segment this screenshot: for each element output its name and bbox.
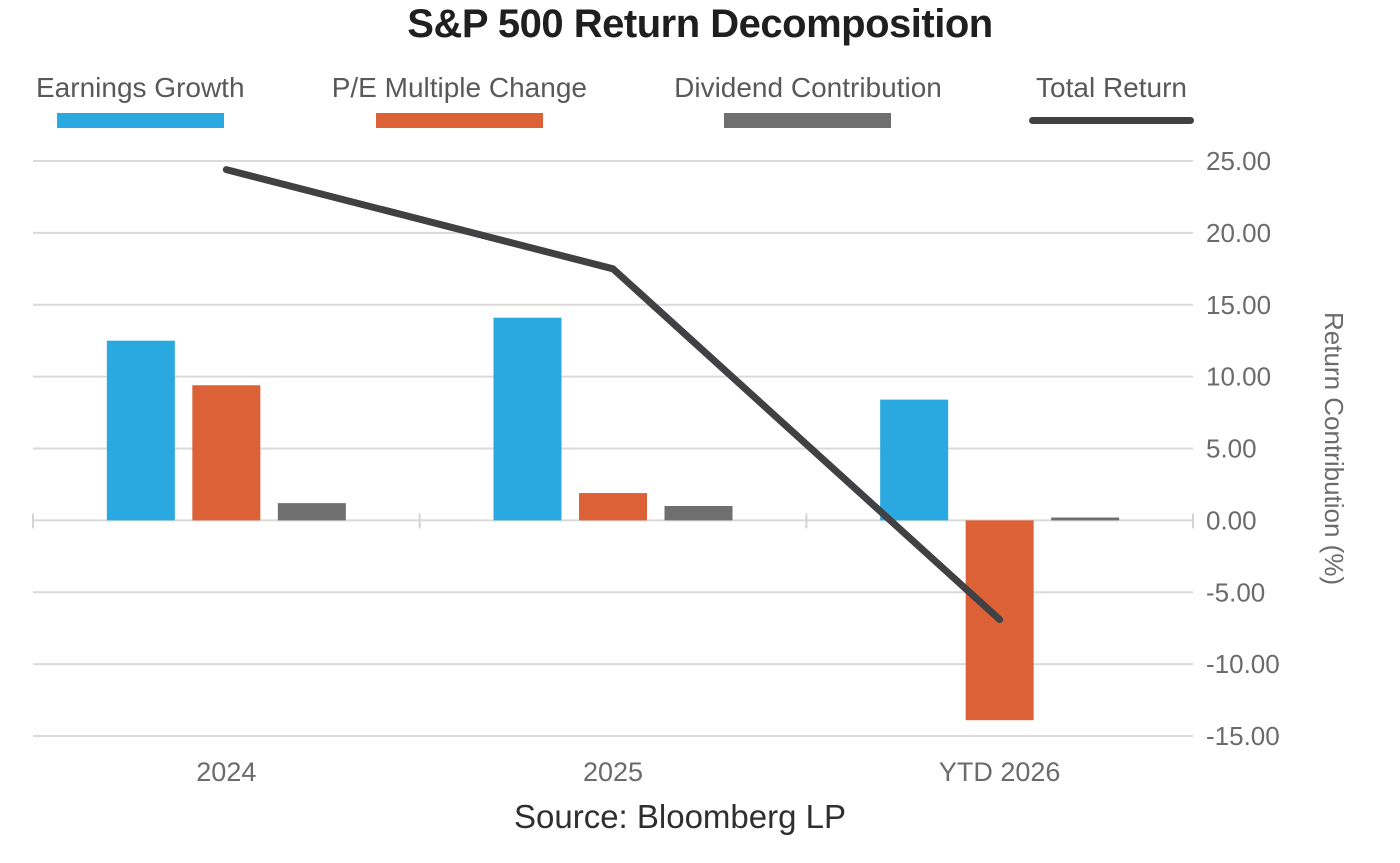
legend-label-dividend-contribution: Dividend Contribution (674, 72, 942, 103)
y-tick-label: -5.00 (1206, 577, 1265, 607)
x-tick-label: YTD 2026 (939, 757, 1061, 787)
legend-item-earnings-growth: Earnings Growth (36, 72, 245, 128)
legend-label-earnings-growth: Earnings Growth (36, 72, 245, 103)
total-return-line-swatch-icon (1029, 117, 1194, 124)
bar-earnings-growth-2025 (493, 317, 562, 521)
bar-dividend-contribution-2025 (664, 506, 733, 521)
bar-p-e-multiple-change-2024 (192, 385, 261, 521)
bar-earnings-growth-2024 (106, 340, 175, 521)
y-tick-label: 5.00 (1206, 434, 1257, 464)
y-tick-label: 0.00 (1206, 505, 1257, 535)
legend-item-pe-multiple-change: P/E Multiple Change (332, 72, 587, 128)
y-tick-label: -15.00 (1206, 721, 1280, 751)
earnings-growth-swatch-icon (56, 113, 224, 128)
legend: Earnings Growth P/E Multiple Change Divi… (36, 72, 1194, 128)
chart-title: S&P 500 Return Decomposition (407, 2, 993, 46)
pe-multiple-change-swatch-icon (375, 113, 543, 128)
x-tick-label: 2024 (196, 757, 256, 787)
bar-dividend-contribution-ytd-2026 (1051, 517, 1120, 521)
legend-label-total-return: Total Return (1036, 72, 1187, 103)
x-tick-label: 2025 (583, 757, 643, 787)
legend-item-dividend-contribution: Dividend Contribution (674, 72, 942, 128)
source-attribution: Source: Bloomberg LP (513, 798, 846, 835)
y-tick-label: 15.00 (1206, 290, 1271, 320)
y-tick-label: 10.00 (1206, 362, 1271, 392)
bar-dividend-contribution-2024 (277, 503, 346, 521)
legend-item-total-return: Total Return (1029, 72, 1194, 124)
bar-p-e-multiple-change-2025 (579, 493, 647, 521)
bar-earnings-growth-ytd-2026 (880, 399, 949, 521)
y-tick-label: -10.00 (1206, 649, 1280, 679)
y-tick-label: 25.00 (1206, 146, 1271, 176)
dividend-contribution-swatch-icon (724, 113, 892, 128)
y-tick-label: 20.00 (1206, 218, 1271, 248)
legend-label-pe-multiple-change: P/E Multiple Change (331, 72, 587, 103)
y-axis-title: Return Contribution (%) (1319, 311, 1349, 586)
total-return-line (222, 166, 1004, 624)
